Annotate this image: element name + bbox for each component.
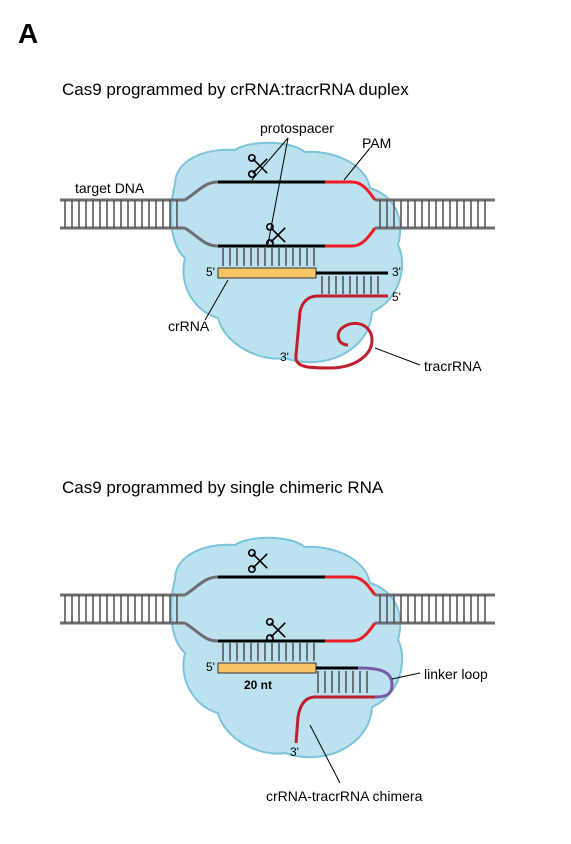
crRNA-bar-1 xyxy=(218,268,316,278)
label-5p-crRNA: 5' xyxy=(206,265,215,279)
label-linker-loop: linker loop xyxy=(424,666,488,682)
label-protospacer: protospacer xyxy=(260,120,334,136)
label-chimera: crRNA-tracrRNA chimera xyxy=(266,788,422,804)
label-5p-tracr: 5' xyxy=(392,290,401,304)
diagram2-group xyxy=(60,538,495,783)
label-3p-chimera: 3' xyxy=(290,745,299,759)
label-3p-tracr: 3' xyxy=(280,350,289,364)
dna-ticks-left-1 xyxy=(65,200,177,228)
label-crRNA: crRNA xyxy=(168,318,209,334)
label-3p-crRNA: 3' xyxy=(392,265,401,279)
label-target-dna: target DNA xyxy=(75,180,144,196)
crRNA-bar-2 xyxy=(218,663,316,673)
label-5p-chimera: 5' xyxy=(206,660,215,674)
label-tracrRNA: tracrRNA xyxy=(424,358,482,374)
label-20nt: 20 nt xyxy=(244,678,272,692)
dna-ticks-left-2 xyxy=(65,595,177,623)
label-pam: PAM xyxy=(362,135,391,151)
diagram1-group xyxy=(60,138,495,368)
tracrRNA-leader xyxy=(375,348,420,365)
